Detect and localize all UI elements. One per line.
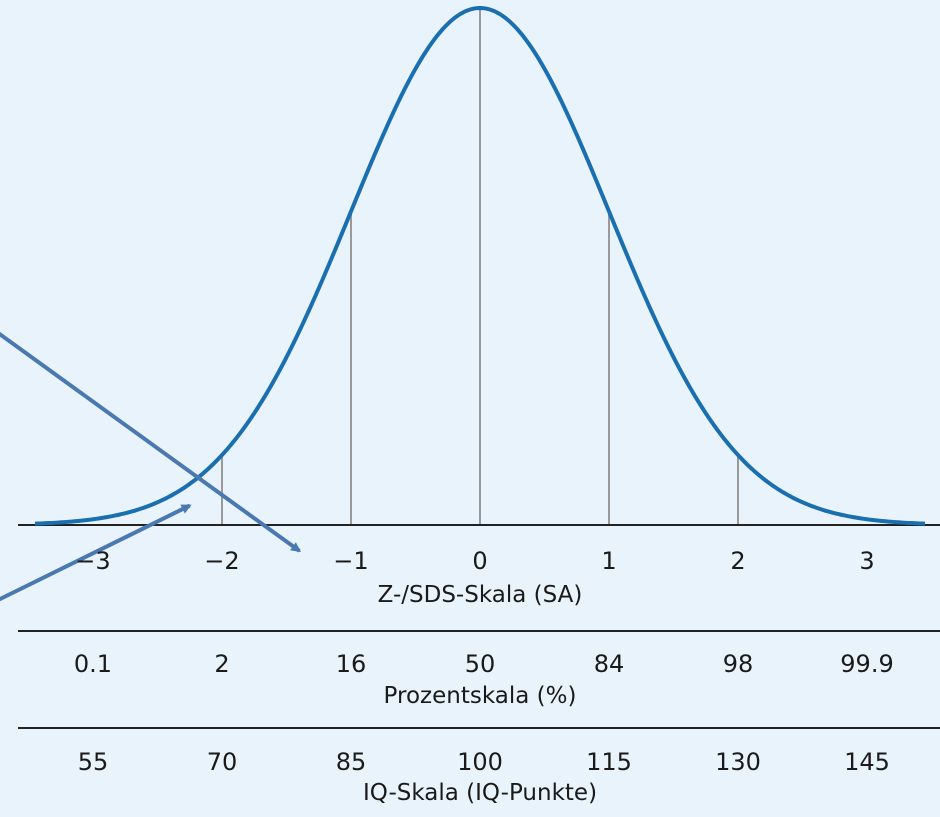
tick-label-pct-5: 98 bbox=[723, 650, 754, 678]
tick-label-iq-2: 85 bbox=[336, 748, 367, 776]
tick-label-pct-0: 0.1 bbox=[74, 650, 112, 678]
tick-label-iq-1: 70 bbox=[207, 748, 238, 776]
arrows-group bbox=[0, 331, 302, 602]
axis-title-iq: IQ-Skala (IQ-Punkte) bbox=[363, 780, 597, 806]
tick-label-z-1: −2 bbox=[204, 547, 239, 575]
axes-group bbox=[18, 524, 940, 729]
tick-label-iq-0: 55 bbox=[78, 748, 109, 776]
tick-label-z-3: 0 bbox=[472, 547, 487, 575]
normal-density-curve bbox=[33, 6, 927, 526]
tick-label-z-6: 3 bbox=[859, 547, 874, 575]
gridlines-group bbox=[221, 8, 739, 525]
tick-label-iq-3: 100 bbox=[457, 748, 503, 776]
tick-label-z-2: −1 bbox=[333, 547, 368, 575]
tick-label-z-4: 1 bbox=[601, 547, 616, 575]
tick-label-iq-6: 145 bbox=[844, 748, 890, 776]
tick-label-iq-4: 115 bbox=[586, 748, 632, 776]
tick-label-z-0: −3 bbox=[75, 547, 110, 575]
tick-label-pct-2: 16 bbox=[336, 650, 367, 678]
tick-label-pct-4: 84 bbox=[594, 650, 625, 678]
curve-group bbox=[33, 6, 927, 526]
tick-label-pct-1: 2 bbox=[214, 650, 229, 678]
labels-group: −3 −2 −1 0 1 2 3 Z-/SDS-Skala (SA) 0.1 2 16 50 84 98 9… bbox=[74, 547, 894, 806]
tick-label-pct-6: 99.9 bbox=[840, 650, 893, 678]
tick-label-z-5: 2 bbox=[730, 547, 745, 575]
annotation-arrow-2 bbox=[0, 503, 192, 602]
annotation-arrow-1 bbox=[0, 331, 302, 553]
axis-title-pct: Prozentskala (%) bbox=[384, 683, 577, 709]
axis-title-z: Z-/SDS-Skala (SA) bbox=[378, 582, 583, 608]
tick-label-iq-5: 130 bbox=[715, 748, 761, 776]
tick-label-pct-3: 50 bbox=[465, 650, 496, 678]
